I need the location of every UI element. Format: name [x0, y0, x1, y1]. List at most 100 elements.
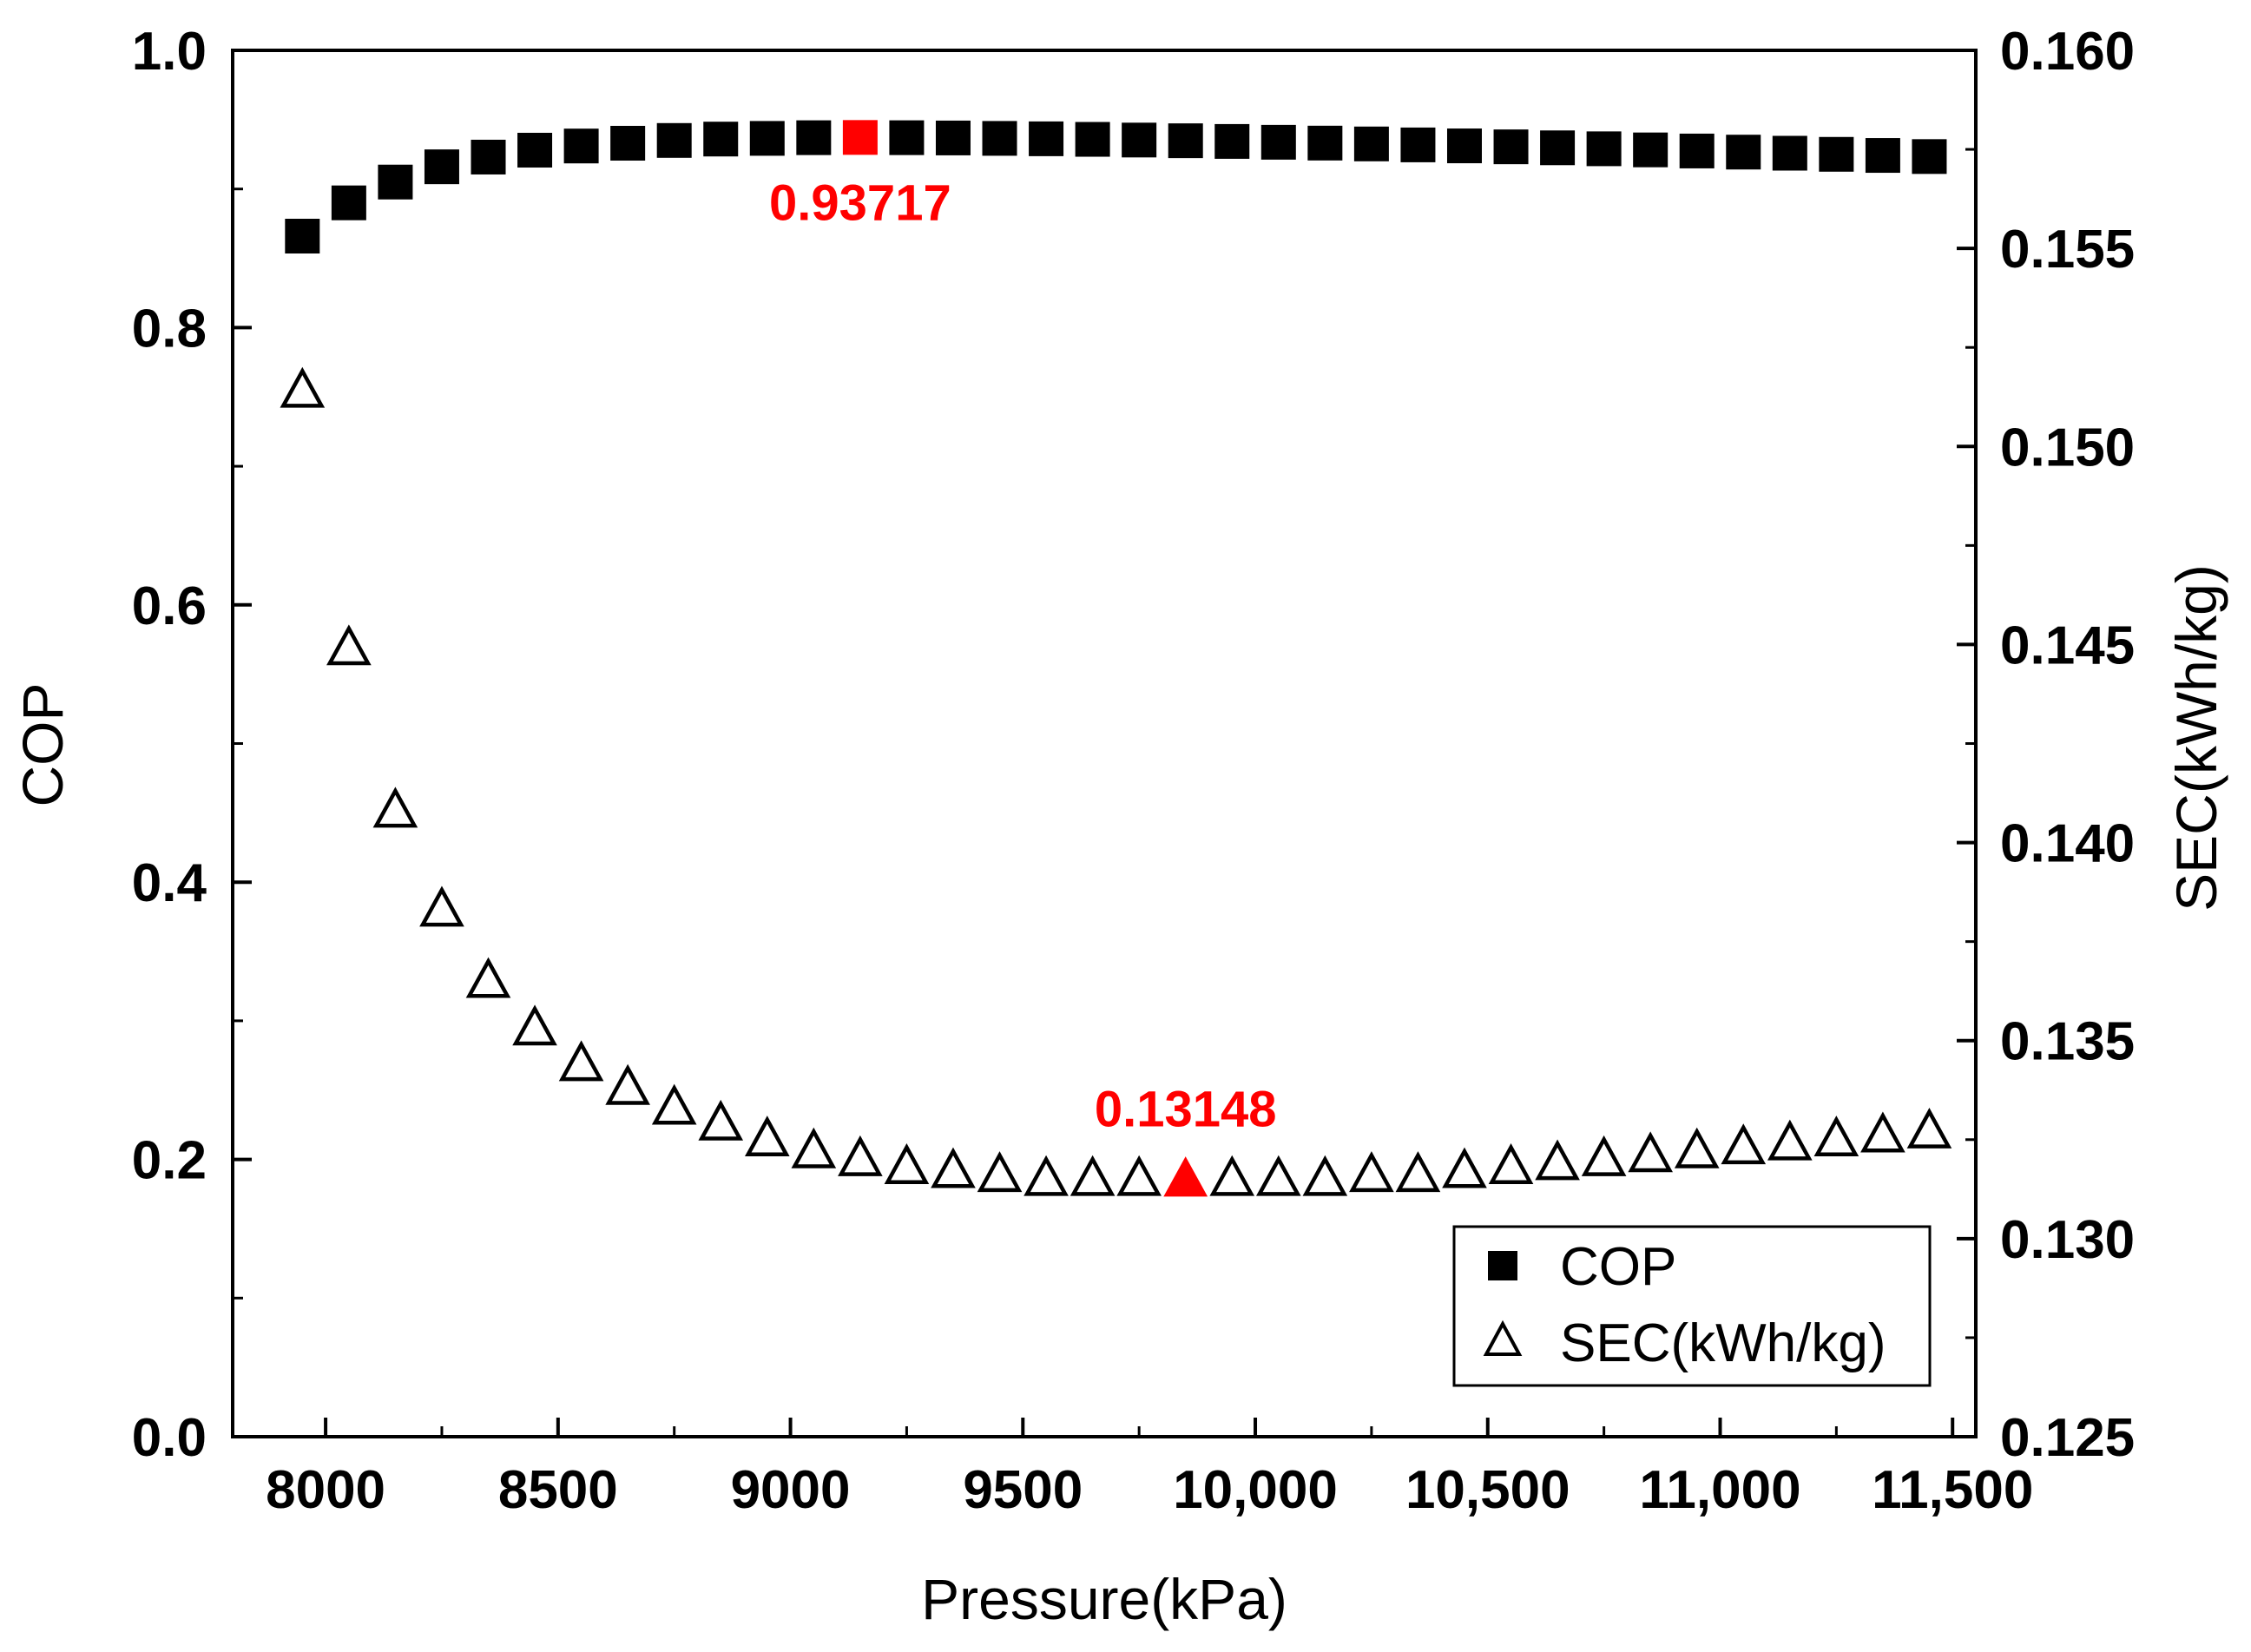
cop-point	[1726, 135, 1761, 170]
legend-sec-label: SEC(kWh/kg)	[1560, 1313, 1886, 1373]
cop-point	[1400, 127, 1436, 162]
cop-point	[1260, 124, 1296, 160]
sec-point	[1767, 1119, 1813, 1161]
sec-point	[884, 1143, 930, 1184]
sec-point	[1395, 1151, 1441, 1193]
x-tick-label: 10,000	[1173, 1460, 1338, 1520]
sec-point	[1906, 1107, 1952, 1149]
sec-point	[1349, 1151, 1394, 1193]
sec-point	[1674, 1127, 1720, 1168]
sec-point	[791, 1127, 837, 1168]
cop-point	[1168, 123, 1203, 159]
cop-point	[1214, 123, 1250, 159]
cop-point	[424, 149, 459, 185]
legend-cop-marker	[1488, 1251, 1517, 1280]
cop-point	[703, 122, 739, 157]
sec-point	[977, 1151, 1023, 1193]
right-y-axis-ticks: 0.125 0.130 0.135 0.140 0.145 0.150 0.155 0.160	[1957, 22, 2135, 1468]
right-y-tick-label: 0.150	[2000, 418, 2135, 477]
left-y-tick-label: 0.0	[132, 1408, 207, 1468]
sec-point	[1721, 1123, 1767, 1165]
x-axis-ticks: 8000 8500 9000 9500 10,000 10,500 11,000 11,500	[266, 1418, 2033, 1520]
legend-box	[1452, 1225, 1932, 1387]
cop-point	[842, 120, 878, 155]
cop-point	[1865, 138, 1900, 174]
sec-point	[326, 624, 372, 666]
cop-point	[749, 121, 785, 156]
cop-point	[656, 122, 692, 158]
cop-point	[1679, 133, 1715, 168]
left-y-tick-label: 1.0	[132, 22, 207, 82]
cop-point	[1307, 125, 1343, 161]
cop-point	[889, 120, 925, 155]
left-y-tick-label: 0.4	[132, 853, 207, 913]
sec-point	[1442, 1147, 1487, 1188]
right-y-axis-title: SEC(kWh/kg)	[2164, 564, 2228, 912]
cop-point	[1122, 122, 1157, 158]
sec-point	[465, 957, 511, 998]
sec-point	[651, 1083, 697, 1125]
left-y-axis-ticks: 0.0 0.2 0.4 0.6 0.8 1.0	[132, 22, 252, 1468]
sec-point	[1628, 1131, 1673, 1173]
sec-point	[1209, 1155, 1255, 1196]
highlight-label: 0.93717	[769, 174, 951, 231]
sec-point	[1813, 1116, 1859, 1157]
left-y-axis-title: COP	[10, 682, 75, 806]
sec-point	[1488, 1143, 1534, 1184]
cop-point	[1540, 130, 1576, 166]
cop-point	[1819, 136, 1854, 172]
legend: COP SEC(kWh/kg)	[1452, 1225, 1932, 1387]
sec-point	[558, 1040, 604, 1082]
cop-point	[796, 120, 832, 155]
sec-point	[1535, 1139, 1580, 1181]
legend-cop-label: COP	[1560, 1237, 1676, 1297]
sec-series	[280, 366, 1952, 1197]
right-y-tick-label: 0.125	[2000, 1408, 2135, 1468]
sec-point	[372, 787, 418, 828]
cop-point	[982, 121, 1017, 156]
sec-point	[1581, 1135, 1627, 1176]
right-y-tick-label: 0.140	[2000, 814, 2135, 874]
cop-point	[610, 125, 646, 161]
cop-point	[935, 120, 971, 155]
sec-point	[1023, 1155, 1069, 1196]
x-tick-label: 9000	[731, 1460, 851, 1520]
sec-point	[280, 366, 326, 408]
sec-point	[1116, 1155, 1162, 1196]
x-axis-title: Pressure(kPa)	[921, 1567, 1287, 1631]
x-tick-label: 8500	[498, 1460, 618, 1520]
x-tick-label: 10,500	[1405, 1460, 1570, 1520]
cop-point	[1493, 129, 1529, 165]
cop-point	[1075, 122, 1110, 157]
sec-point	[1163, 1156, 1208, 1197]
sec-point	[744, 1116, 790, 1157]
x-tick-label: 8000	[266, 1460, 385, 1520]
sec-point	[931, 1147, 976, 1188]
x-tick-label: 9500	[963, 1460, 1083, 1520]
left-y-tick-label: 0.6	[132, 576, 207, 636]
cop-point	[1633, 132, 1669, 168]
cop-point	[1029, 121, 1064, 156]
sec-point	[605, 1063, 650, 1105]
sec-point	[512, 1004, 557, 1046]
sec-point	[1070, 1155, 1116, 1196]
legend-sec-marker	[1483, 1320, 1523, 1356]
right-y-tick-label: 0.130	[2000, 1210, 2135, 1270]
x-tick-label: 11,500	[1872, 1460, 2033, 1520]
cop-point	[1586, 131, 1622, 167]
sec-point	[419, 885, 464, 927]
cop-point	[471, 139, 506, 174]
highlight-label: 0.13148	[1095, 1081, 1277, 1137]
cop-point	[1772, 135, 1807, 171]
cop-series	[285, 120, 1947, 253]
cop-point	[1446, 128, 1482, 164]
x-tick-label: 11,000	[1639, 1460, 1800, 1520]
sec-point	[698, 1099, 744, 1141]
sec-point	[1255, 1155, 1301, 1196]
cop-point	[563, 128, 599, 164]
sec-point	[1860, 1111, 1905, 1153]
right-y-tick-label: 0.145	[2000, 615, 2135, 675]
right-y-tick-label: 0.160	[2000, 22, 2135, 82]
left-y-tick-label: 0.8	[132, 299, 207, 359]
